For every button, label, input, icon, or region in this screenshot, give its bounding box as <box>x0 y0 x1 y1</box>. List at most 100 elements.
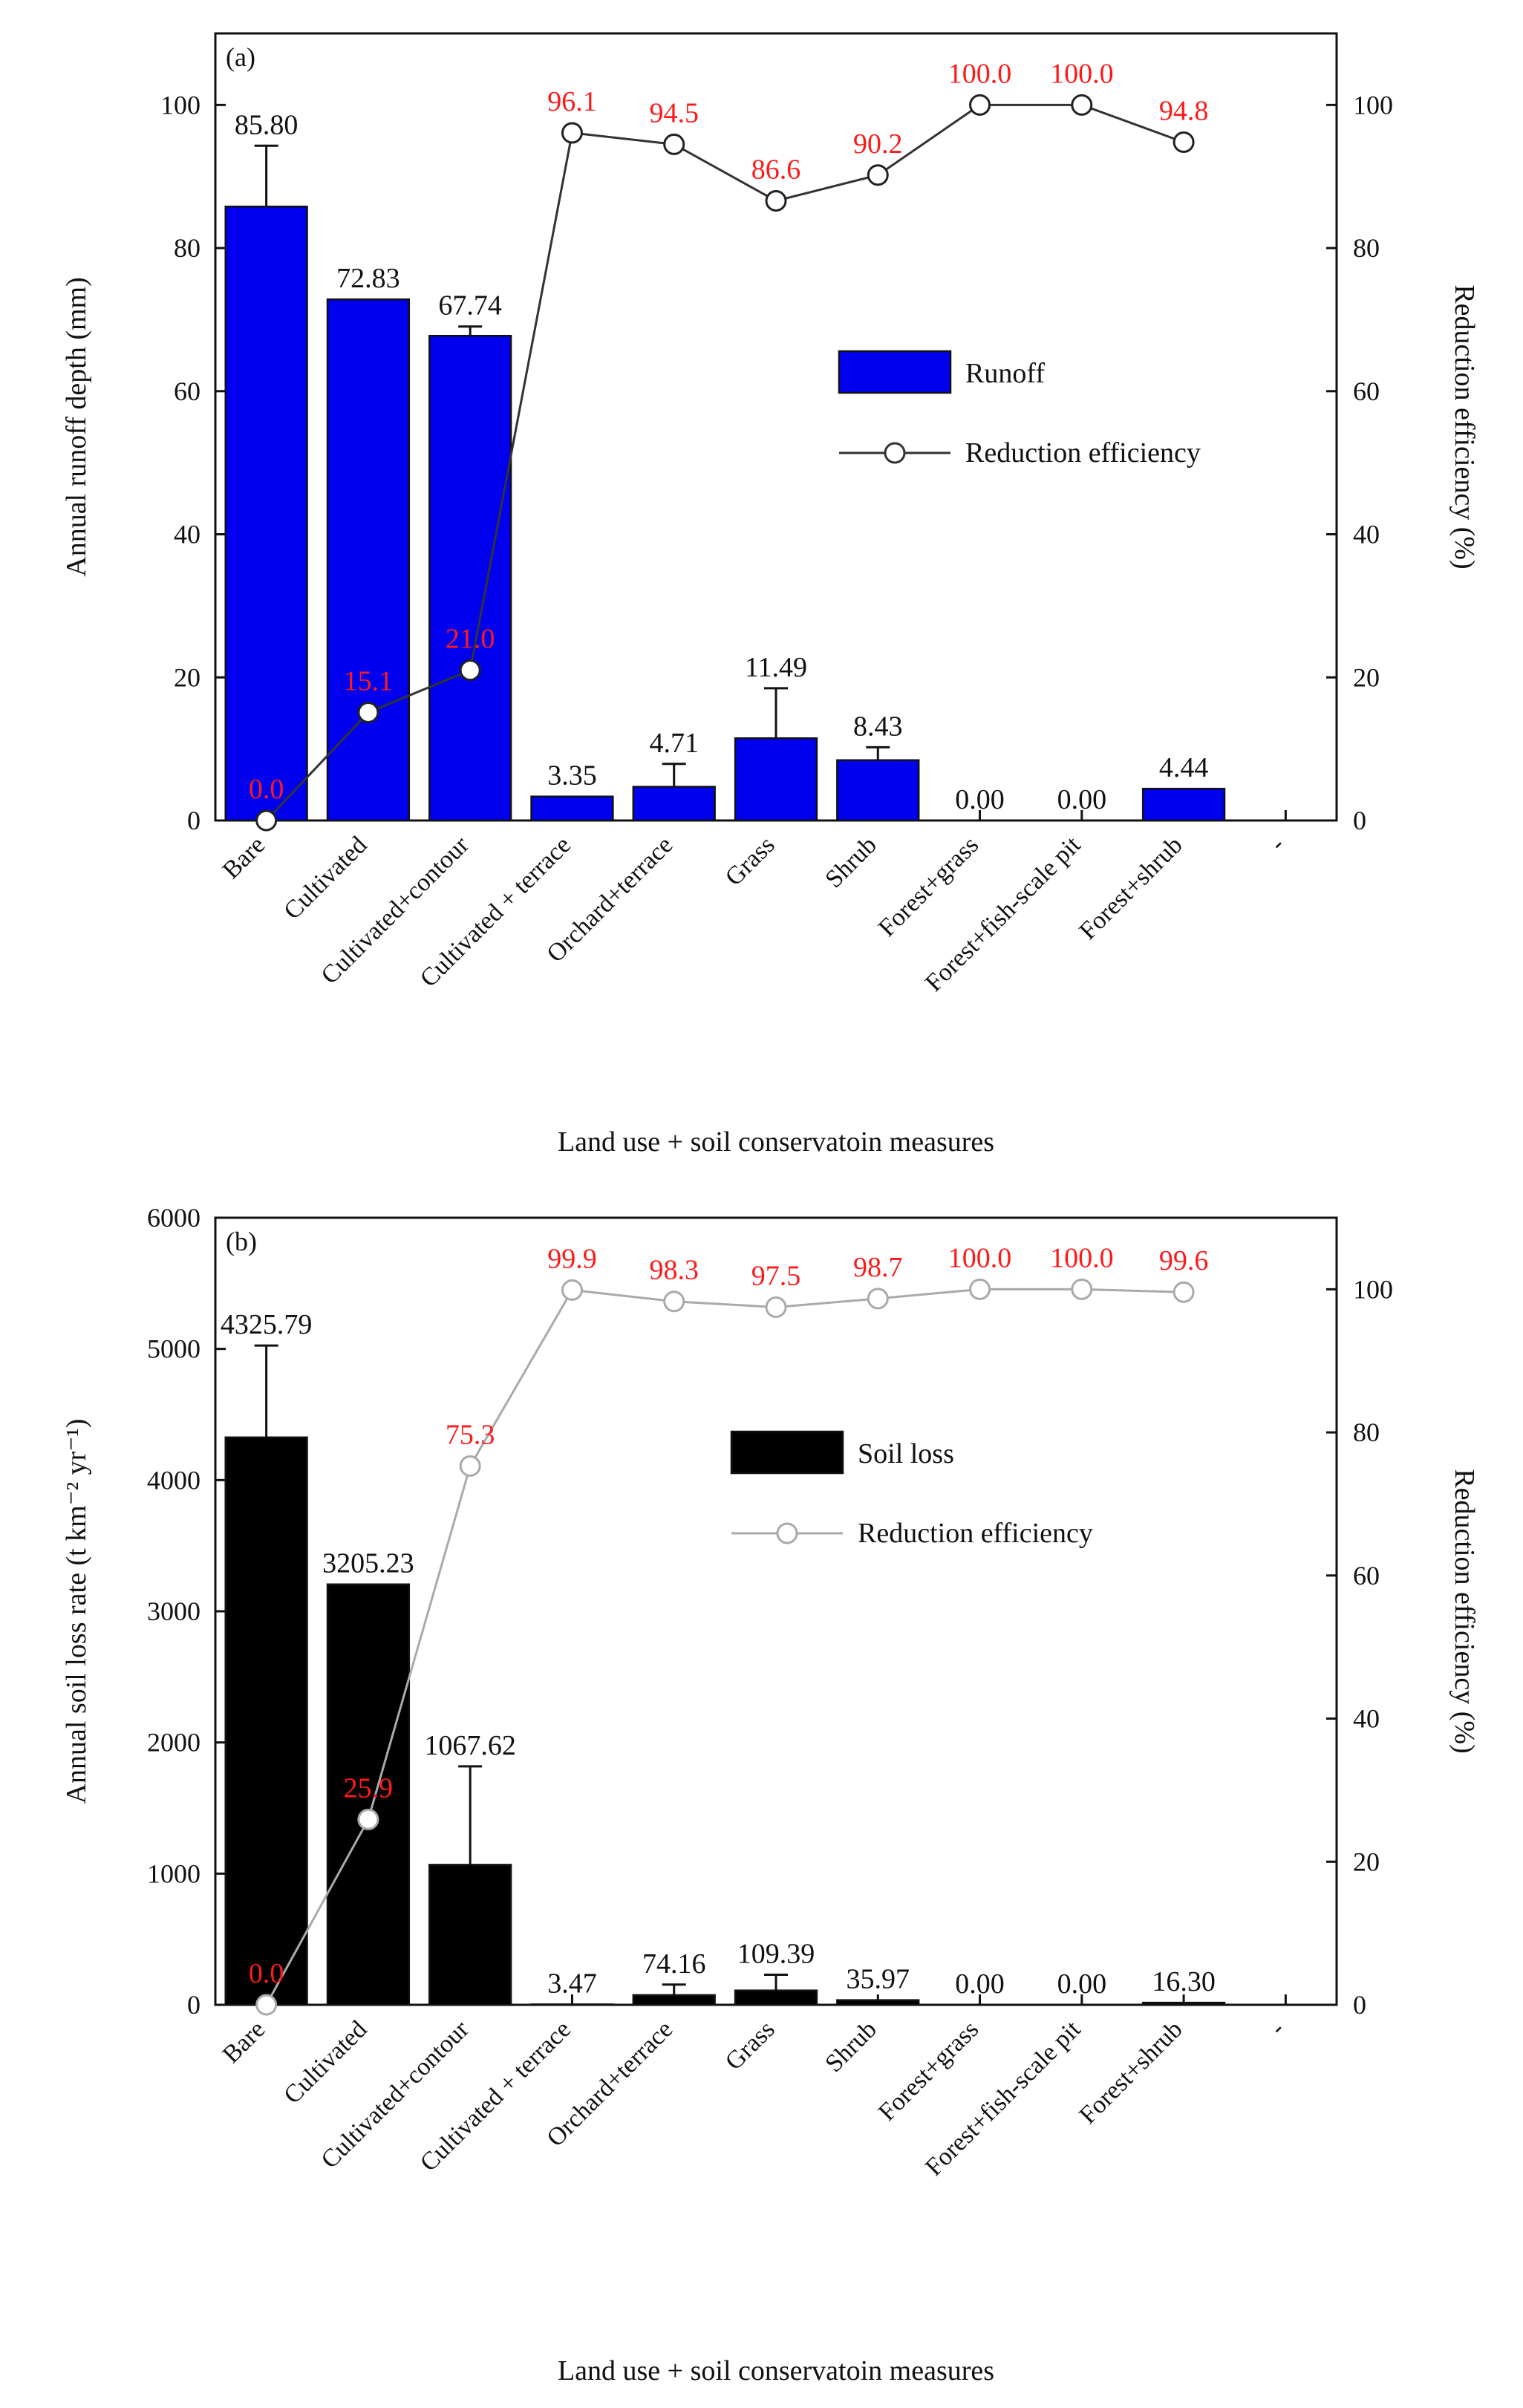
legend: Soil loss Reduction efficiency <box>730 1430 1093 1549</box>
efficiency-value-label: 100.0 <box>1050 1242 1114 1273</box>
y-right-axis-title: Reduction efficiency (%) <box>1449 284 1480 569</box>
bar <box>632 786 716 822</box>
legend-swatch-marker <box>884 442 906 464</box>
y-left-tick-label: 60 <box>174 376 200 406</box>
bar <box>734 1989 818 2006</box>
bar-value-label: 0.00 <box>1057 1968 1107 2000</box>
legend-swatch-marker <box>776 1522 798 1544</box>
bar <box>734 737 818 822</box>
efficiency-point <box>357 701 379 723</box>
bar <box>1141 787 1226 822</box>
efficiency-point <box>663 133 685 155</box>
efficiency-point <box>255 809 278 832</box>
bar-value-label: 67.74 <box>438 290 502 322</box>
x-category-label: Forest+shrub <box>1074 831 1187 944</box>
y-left-tick-label: 0 <box>187 1990 200 2020</box>
efficiency-value-label: 15.1 <box>344 665 394 696</box>
y-left-tick-label: 0 <box>187 806 200 835</box>
efficiency-value-label: 99.6 <box>1159 1245 1209 1276</box>
chart-panel-2: 0 1000 2000 3000 4000 5000 6000 0 20 40 60 80 100 Bar… <box>61 1203 1480 2386</box>
efficiency-value-label: 94.5 <box>649 97 699 128</box>
x-category-label: Bare <box>218 2015 271 2069</box>
efficiency-point <box>1173 1281 1195 1303</box>
efficiency-point <box>1173 131 1195 153</box>
bar-value-label: 4325.79 <box>221 1309 313 1340</box>
y-left-tick-label: 6000 <box>147 1203 200 1233</box>
x-axis-title: Land use + soil conservatoin measures <box>558 2355 994 2386</box>
efficiency-value-label: 75.3 <box>446 1419 495 1450</box>
bar-value-label: 3205.23 <box>322 1548 414 1579</box>
legend-label-line: Reduction efficiency <box>858 1518 1093 1549</box>
bar-value-label: 85.80 <box>235 109 299 140</box>
bar-value-label: 35.97 <box>847 1964 910 1995</box>
bar <box>224 205 308 822</box>
efficiency-value-label: 21.0 <box>446 624 495 655</box>
legend: Runoff Reduction efficiency <box>838 350 1201 469</box>
y-right-tick-label: 80 <box>1353 233 1380 263</box>
efficiency-point <box>765 1296 787 1318</box>
x-category-label: Forest+shrub <box>1074 2015 1187 2129</box>
efficiency-value-label: 100.0 <box>1050 58 1114 89</box>
efficiency-value-label: 98.7 <box>853 1252 903 1283</box>
bar-value-label: 16.30 <box>1152 1966 1216 1997</box>
efficiency-point <box>969 94 991 116</box>
y-right-tick-label: 40 <box>1353 520 1380 549</box>
x-category-label: Forest+grass <box>873 2015 984 2126</box>
y-right-tick-label: 80 <box>1353 1417 1380 1447</box>
x-category-label: Shrub <box>820 831 882 893</box>
x-axis-title: Land use + soil conservatoin measures <box>558 1126 994 1158</box>
efficiency-value-label: 98.3 <box>649 1255 699 1286</box>
bar-value-label: 3.47 <box>547 1968 597 1999</box>
bar-value-label: 0.00 <box>1057 784 1107 815</box>
bar <box>836 759 920 822</box>
y-left-axis-title: Annual runoff depth (mm) <box>61 277 92 577</box>
x-category-label: - <box>1265 831 1290 856</box>
y-right-tick-label: 100 <box>1353 1274 1393 1304</box>
bar <box>1141 2001 1226 2006</box>
legend-label-bar: Runoff <box>965 358 1045 389</box>
efficiency-point <box>459 659 481 682</box>
bar <box>326 1583 411 2006</box>
bar-value-label: 109.39 <box>737 1938 815 1969</box>
x-category-label: Grass <box>720 831 780 891</box>
efficiency-line <box>265 103 1184 822</box>
x-category-label: Forest+grass <box>873 831 984 942</box>
y-right-axis-title: Reduction efficiency (%) <box>1449 1469 1480 1753</box>
y-right-tick-label: 60 <box>1353 376 1380 406</box>
efficiency-point <box>1071 94 1093 116</box>
y-right-tick-label: 0 <box>1353 806 1366 835</box>
bar <box>224 1436 308 2006</box>
efficiency-point <box>561 122 583 144</box>
efficiency-point <box>357 1808 379 1830</box>
legend-swatch-bar <box>730 1430 844 1475</box>
y-left-tick-label: 80 <box>174 233 200 263</box>
efficiency-point <box>765 189 787 212</box>
efficiency-point <box>1071 1278 1093 1300</box>
efficiency-value-label: 25.9 <box>344 1772 394 1804</box>
x-category-label: Cultivated <box>278 2015 372 2109</box>
efficiency-value-label: 100.0 <box>948 58 1012 89</box>
bar-value-label: 1067.62 <box>424 1730 516 1761</box>
y-left-tick-label: 3000 <box>147 1596 200 1626</box>
efficiency-point <box>561 1279 583 1301</box>
efficiency-value-label: 96.1 <box>547 86 597 117</box>
efficiency-point <box>663 1291 685 1313</box>
bar-value-label: 74.16 <box>642 1948 706 1980</box>
efficiency-value-label: 86.6 <box>751 154 801 185</box>
bar-value-label: 4.71 <box>649 728 699 759</box>
efficiency-point <box>867 1288 889 1310</box>
y-left-tick-label: 2000 <box>147 1728 200 1758</box>
efficiency-value-label: 0.0 <box>249 774 284 805</box>
y-right-tick-label: 60 <box>1353 1561 1380 1590</box>
y-left-tick-label: 100 <box>160 90 200 120</box>
bar <box>530 795 614 822</box>
bar <box>530 2003 614 2006</box>
bar-value-label: 3.35 <box>547 760 597 792</box>
y-left-tick-label: 20 <box>174 662 200 692</box>
y-left-tick-label: 1000 <box>147 1859 200 1888</box>
x-category-label: Bare <box>218 831 271 884</box>
panel-label: (a) <box>226 42 255 72</box>
legend-label-bar: Soil loss <box>858 1438 954 1469</box>
